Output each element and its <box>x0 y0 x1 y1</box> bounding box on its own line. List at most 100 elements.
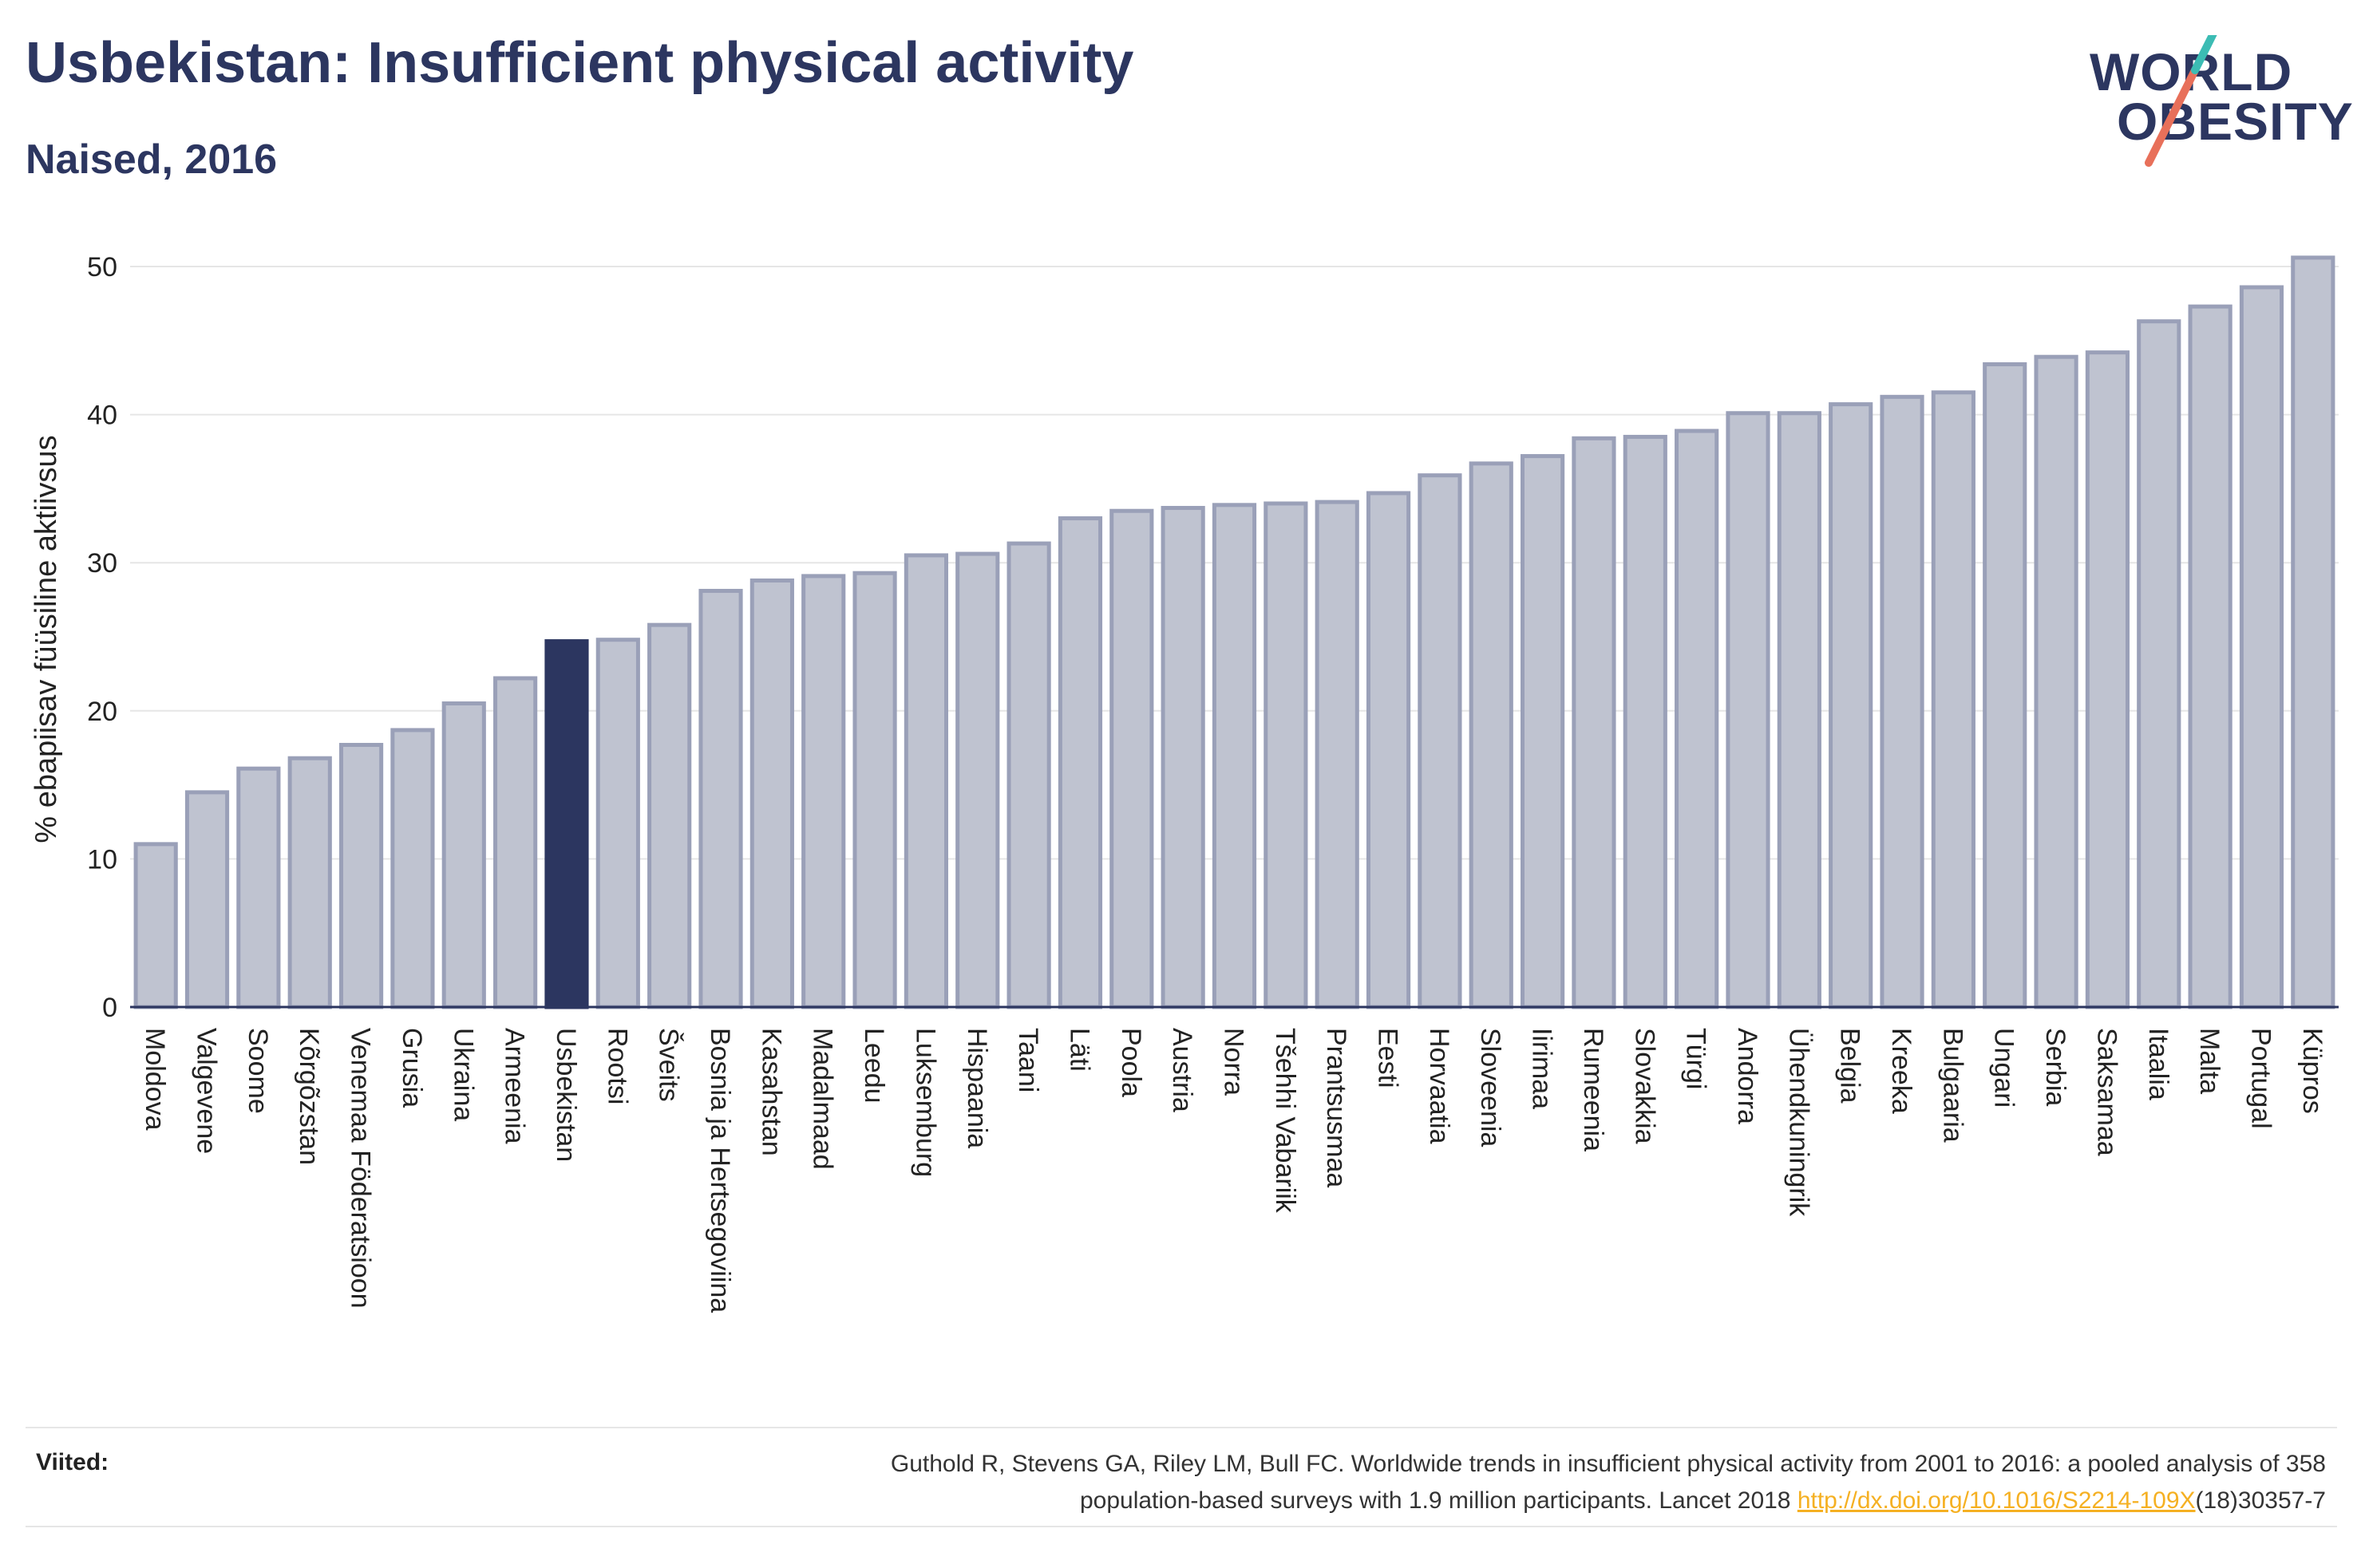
bar <box>904 553 949 1009</box>
x-tick-label: Ühendkuningrik <box>1783 1028 1813 1217</box>
bar <box>2034 354 2078 1009</box>
bar <box>2137 319 2181 1009</box>
bar <box>2085 350 2130 1009</box>
x-tick-label: Grusia <box>397 1028 427 1108</box>
x-tick-label: Kreeka <box>1886 1028 1916 1114</box>
bar <box>1520 454 1565 1009</box>
x-tick-label: Norra <box>1219 1028 1249 1096</box>
x-tick-label: Malta <box>2194 1028 2225 1094</box>
bar <box>852 571 897 1009</box>
x-tick-label: Kasahstan <box>756 1028 786 1156</box>
bar <box>441 701 486 1009</box>
bar <box>2188 304 2232 1009</box>
x-tick-label: Šveits <box>654 1028 684 1102</box>
bar <box>1829 402 1873 1009</box>
bar <box>287 756 332 1009</box>
x-tick-label: Prantsusmaa <box>1321 1028 1351 1187</box>
x-tick-label: Austria <box>1167 1028 1197 1112</box>
x-tick-label: Bulgaaria <box>1937 1028 1968 1143</box>
y-tick-label: 50 <box>87 252 117 282</box>
x-tick-label: Armeenia <box>500 1028 530 1144</box>
bar <box>1006 541 1051 1009</box>
references-line2-post: (18)30357-7 <box>2195 1487 2326 1514</box>
x-tick-label: Rumeenia <box>1578 1028 1608 1151</box>
chart-title: Usbekistan: Insufficient physical activi… <box>26 31 1134 95</box>
x-tick-label: Küpros <box>2297 1028 2327 1114</box>
x-tick-label: Eesti <box>1373 1028 1403 1088</box>
x-tick-label: Ungari <box>1989 1028 2019 1108</box>
bar <box>2239 285 2284 1009</box>
x-tick-label: Hispaania <box>962 1028 992 1148</box>
y-tick-label: 10 <box>87 844 117 875</box>
x-tick-label: Valgevene <box>192 1028 222 1154</box>
bar <box>595 638 640 1009</box>
bar <box>133 842 178 1009</box>
bar <box>749 578 794 1009</box>
bar <box>544 639 589 1009</box>
x-tick-label: Poola <box>1116 1028 1146 1097</box>
bar <box>1264 501 1308 1009</box>
bar-chart: 0 10 20 30 40 50 % ebapiisav füüsiline aktiivs… <box>30 252 2339 1313</box>
bar <box>1777 411 1821 1009</box>
logo-slash-icon <box>2145 35 2217 167</box>
references-line1: Guthold R, Stevens GA, Riley LM, Bull FC… <box>890 1451 2326 1477</box>
x-tick-label: Läti <box>1064 1028 1094 1072</box>
bar <box>698 588 743 1009</box>
x-tick-label: Itaalia <box>2143 1028 2173 1100</box>
world-obesity-logo: WORLD OBESITY <box>2075 35 2353 171</box>
x-tick-label: Ukraina <box>448 1028 478 1121</box>
x-tick-label: Slovakkia <box>1629 1028 1659 1144</box>
x-tick-label: Iirimaa <box>1527 1028 1557 1109</box>
bar <box>647 622 692 1009</box>
y-axis-label: % ebapiisav füüsiline aktiivsus <box>30 435 63 843</box>
bar <box>1469 461 1513 1009</box>
x-tick-label: Tšehhi Vabariik <box>1270 1028 1300 1214</box>
bar <box>1880 394 1924 1009</box>
y-tick-label: 0 <box>102 993 117 1023</box>
bar <box>955 551 1000 1009</box>
y-tick-label: 30 <box>87 548 117 579</box>
bar <box>493 676 538 1009</box>
x-tick-label: Soome <box>243 1028 273 1114</box>
y-tick-label: 20 <box>87 697 117 727</box>
x-tick-label: Türgi <box>1681 1028 1711 1089</box>
x-tick-label: Sloveenia <box>1475 1028 1505 1147</box>
x-tick-label: Belgia <box>1835 1028 1865 1104</box>
bar <box>338 742 384 1009</box>
bar <box>2291 255 2335 1009</box>
x-tick-label: Madalmaad <box>808 1028 838 1170</box>
bar <box>801 574 846 1009</box>
bar <box>1366 491 1411 1009</box>
x-tick-label: Serbia <box>2040 1028 2070 1106</box>
bar <box>390 728 435 1009</box>
x-tick-label: Rootsi <box>602 1028 632 1104</box>
y-tick-label: 40 <box>87 401 117 431</box>
bar <box>1931 390 1975 1009</box>
x-tick-label: Bosnia ja Hertsegoviina <box>705 1028 735 1313</box>
references-label: Viited: <box>36 1449 109 1475</box>
bar <box>1572 436 1616 1009</box>
references-text: Guthold R, Stevens GA, Riley LM, Bull FC… <box>490 1446 2326 1519</box>
bar <box>1058 516 1103 1009</box>
bar <box>1161 506 1205 1009</box>
bar <box>1212 503 1257 1009</box>
bar <box>184 790 230 1009</box>
footer-divider-top <box>26 1427 2337 1428</box>
x-tick-label: Taani <box>1013 1028 1043 1092</box>
bar <box>1726 411 1770 1009</box>
bar <box>1418 473 1462 1009</box>
footer-divider-bottom <box>26 1526 2337 1527</box>
bar <box>1109 508 1154 1009</box>
reference-doi-link[interactable]: http://dx.doi.org/10.1016/S2214-109X <box>1797 1487 2196 1514</box>
bar <box>236 766 281 1009</box>
x-tick-label: Leedu <box>859 1028 889 1104</box>
x-tick-label: Horvaatia <box>1424 1028 1454 1144</box>
chart-subtitle: Naised, 2016 <box>26 136 278 183</box>
bar <box>1983 361 2027 1009</box>
x-tick-label: Luksemburg <box>910 1028 940 1177</box>
x-tick-label: Portugal <box>2245 1028 2276 1129</box>
bar <box>1675 429 1719 1009</box>
bar <box>1315 500 1359 1009</box>
x-tick-label: Venemaa Föderatsioon <box>346 1028 376 1309</box>
x-tick-label: Kõrgõzstan <box>294 1028 324 1165</box>
